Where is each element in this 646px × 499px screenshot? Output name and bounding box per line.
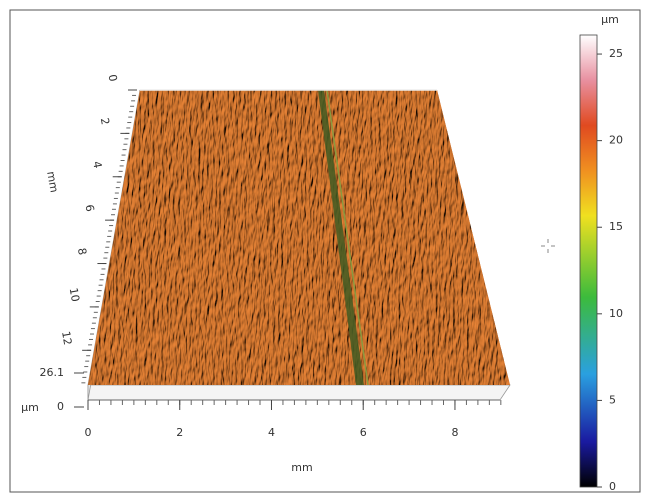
colorbar-tick-label: 20 <box>609 134 623 147</box>
colorbar-tick-label: 25 <box>609 47 623 60</box>
colorbar <box>580 35 597 487</box>
surface-texture <box>88 90 510 385</box>
x-axis-label: mm <box>291 461 312 474</box>
page: mm mm µm µm 0 2 4 6 8 0 2 4 6 8 10 12 26.1 0 0 5 10 15 20 2… <box>0 0 646 499</box>
z-tick-label: 0 <box>57 400 64 413</box>
colorbar-tick-label: 10 <box>609 307 623 320</box>
x-tick-label: 4 <box>268 426 275 439</box>
y-tick-label: 10 <box>67 287 82 303</box>
colorbar-tick-label: 5 <box>609 393 616 406</box>
x-tick-label: 8 <box>451 426 458 439</box>
y-tick-label: 12 <box>59 330 74 346</box>
z-axis-label: µm <box>21 401 39 414</box>
crosshair-icon <box>541 239 555 253</box>
y-tick-label: 8 <box>75 247 89 256</box>
z-tick-label: 26.1 <box>40 366 65 379</box>
x-tick-label: 0 <box>85 426 92 439</box>
y-tick-label: 2 <box>98 117 112 126</box>
colorbar-tick-label: 0 <box>609 480 616 493</box>
base-front <box>88 385 510 400</box>
chart: mm mm µm µm 0 2 4 6 8 0 2 4 6 8 10 12 26.1 0 0 5 10 15 20 2… <box>0 0 646 499</box>
y-tick-label: 0 <box>105 73 119 82</box>
x-tick-label: 6 <box>360 426 367 439</box>
colorbar-tick-label: 15 <box>609 220 623 233</box>
y-tick-label: 4 <box>90 160 104 169</box>
x-tick-label: 2 <box>176 426 183 439</box>
colorbar-label: µm <box>601 13 619 26</box>
y-tick-label: 6 <box>83 203 97 212</box>
y-axis-label: mm <box>44 170 61 193</box>
